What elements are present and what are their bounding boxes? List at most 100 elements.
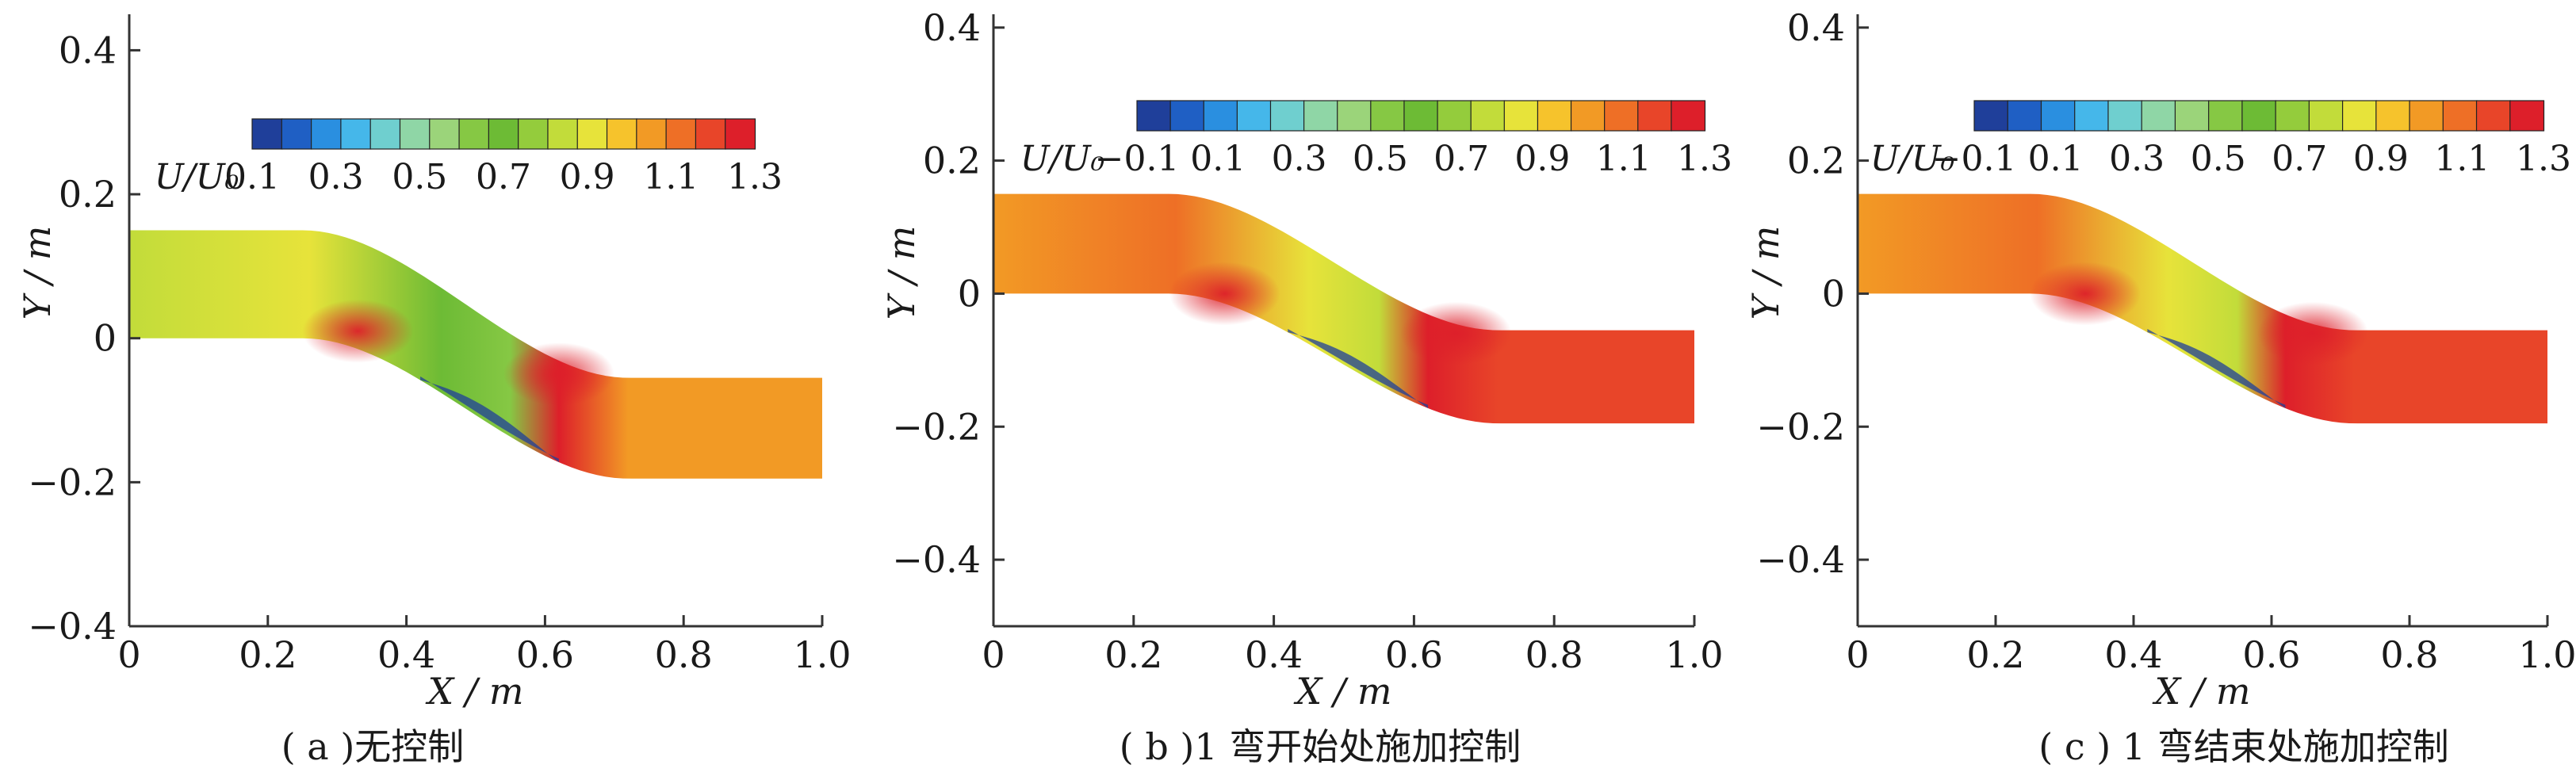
colorbar-swatch [2475,100,2511,132]
colorbar-swatch [1604,100,1639,132]
colorbar-swatch [2308,100,2344,132]
low-velocity-region [1288,328,1429,408]
flow-channel [1858,193,2547,424]
colorbar-swatch [1637,100,1672,132]
colorbar-swatch [636,118,668,150]
colorbar-swatch [1203,100,1238,132]
colorbar-swatch [1303,100,1338,132]
panel-c: 0 0.2 0.4 0.6 0.8 1.0−0.4−0.200.20.4X / mY / … [1744,6,2576,768]
x-tick-label: 0 [1846,633,1869,676]
colorbar-tick-label: 0.1 [2028,139,2084,179]
colorbar-swatch [2208,100,2243,132]
colorbar: −0.1 0.1 0.3 0.5 0.7 0.9 1.1 1.3U/U₀ [1870,100,2571,179]
colorbar-label: U/U₀ [155,157,239,197]
colorbar-swatch [1671,100,1706,132]
colorbar-tick-label: −0.1 [1095,139,1180,179]
colorbar-label: U/U₀ [1870,139,1955,179]
y-axis-title: Y / m [16,226,59,320]
colorbar-tick-label: 1.3 [2516,139,2571,179]
colorbar-swatch [606,118,637,150]
colorbar-swatch [399,118,431,150]
colorbar-swatch [2409,100,2444,132]
y-tick-label: −0.4 [1756,538,1845,581]
x-axis-title: X / m [425,670,523,713]
colorbar-swatch [340,118,372,150]
y-axis-title: Y / m [880,226,923,320]
colorbar-swatch [1570,100,1606,132]
colorbar-swatch [2007,100,2042,132]
colorbar: −0.1 0.1 0.3 0.5 0.7 0.9 1.1 1.3U/U₀ [1020,100,1732,179]
colorbar-tick-label: 0.7 [1433,139,1489,179]
flow-channel [993,193,1694,424]
y-tick-label: −0.2 [892,405,981,448]
y-tick-label: 0.4 [923,6,981,49]
colorbar-tick-label: 0.3 [308,157,364,197]
colorbar-swatch [1136,100,1172,132]
colorbar-swatch [547,118,579,150]
colorbar-tick-label: 0.7 [2272,139,2327,179]
x-tick-label: 1.0 [793,633,851,676]
x-tick-label: 0.4 [377,633,435,676]
y-tick-label: 0 [1822,272,1845,315]
colorbar-swatch [518,118,549,150]
colorbar-swatch [1370,100,1406,132]
y-tick-label: −0.4 [28,605,117,648]
colorbar-label: U/U₀ [1020,139,1105,179]
panel-caption: ( b )1 弯开始处施加控制 [1120,725,1521,768]
y-axis-title: Y / m [1744,226,1787,320]
colorbar-tick-label: 0.5 [2191,139,2246,179]
colorbar-swatch [2442,100,2478,132]
colorbar-swatch [725,118,756,150]
x-axis-title: X / m [2152,670,2250,713]
colorbar-swatch [1169,100,1205,132]
colorbar-swatch [1236,100,1272,132]
colorbar-swatch [369,118,401,150]
x-tick-label: 0.2 [239,633,297,676]
y-tick-label: 0.2 [1787,140,1845,182]
x-tick-label: 1.0 [1665,633,1723,676]
colorbar-swatch [1269,100,1305,132]
colorbar-tick-label: 0.1 [1190,139,1246,179]
y-tick-label: 0.4 [1787,6,1845,49]
colorbar-swatch [2141,100,2176,132]
colorbar-tick-label: 0.5 [1353,139,1408,179]
velocity-peak-1 [302,299,414,363]
colorbar-swatch [1437,100,1472,132]
colorbar-swatch [2174,100,2210,132]
x-tick-label: 0.8 [2380,633,2438,676]
colorbar-swatch [1470,100,1506,132]
colorbar-swatch [2040,100,2076,132]
colorbar-swatch [1403,100,1439,132]
colorbar-tick-label: 1.3 [727,157,783,197]
colorbar-tick-label: −0.1 [1932,139,2017,179]
panel-a: 0 0.2 0.4 0.6 0.8 1.0−0.4−0.200.20.4X / mY / … [16,14,852,768]
y-tick-label: 0 [94,317,117,360]
colorbar-tick-label: 0.7 [476,157,531,197]
colorbar-tick-label: 0.9 [560,157,615,197]
x-tick-label: 0.4 [1245,633,1303,676]
colorbar-swatch [665,118,697,150]
flow-channel [129,230,822,479]
y-tick-label: 0.4 [59,29,117,71]
velocity-peak-1 [1169,262,1280,326]
velocity-peak-2 [503,342,614,407]
x-tick-label: 0.2 [1104,633,1162,676]
x-tick-label: 0.6 [516,633,574,676]
colorbar-swatch [429,118,461,150]
panel-b: 0 0.2 0.4 0.6 0.8 1.0−0.4−0.200.20.4X / mY / … [880,6,1732,768]
colorbar-swatch [281,118,312,150]
low-velocity-region [2147,328,2286,408]
colorbar-swatch [1537,100,1572,132]
x-tick-label: 0.4 [2104,633,2162,676]
x-tick-label: 0.6 [2242,633,2300,676]
x-axis-title: X / m [1293,670,1391,713]
panel-caption: ( a )无控制 [281,725,465,768]
colorbar: 0.1 0.3 0.5 0.7 0.9 1.1 1.3 U/U₀ [155,118,783,197]
colorbar-swatch [576,118,608,150]
y-tick-label: −0.2 [28,461,117,503]
colorbar-tick-label: 1.1 [643,157,699,197]
velocity-peak-1 [2030,262,2142,326]
colorbar-swatch [2275,100,2310,132]
colorbar-swatch [2107,100,2143,132]
